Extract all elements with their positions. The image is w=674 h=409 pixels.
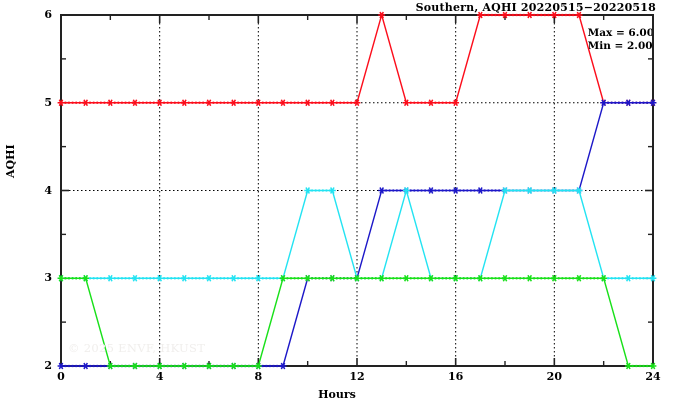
x-tick-label: 0 [57,370,65,383]
plot-area [60,14,654,367]
y-tick-label: 6 [44,8,52,21]
chart-title: Southern, AQHI 20220515−20220518 [415,1,656,14]
x-tick-label: 20 [546,370,562,383]
y-axis-label: AQHI [4,144,17,178]
x-tick-label: 12 [349,370,365,383]
y-tick-label: 2 [44,359,52,372]
x-tick-label: 16 [448,370,464,383]
x-tick-label: 8 [254,370,263,383]
x-axis-label: Hours [318,388,356,401]
y-tick-label: 4 [44,183,52,197]
x-tick-label: 4 [155,370,164,383]
y-tick-label: 3 [44,271,52,285]
y-tick-label: 5 [44,95,52,109]
watermark: © 2025 ENVF, HKUST [68,341,206,355]
x-tick-label: 24 [645,370,661,383]
